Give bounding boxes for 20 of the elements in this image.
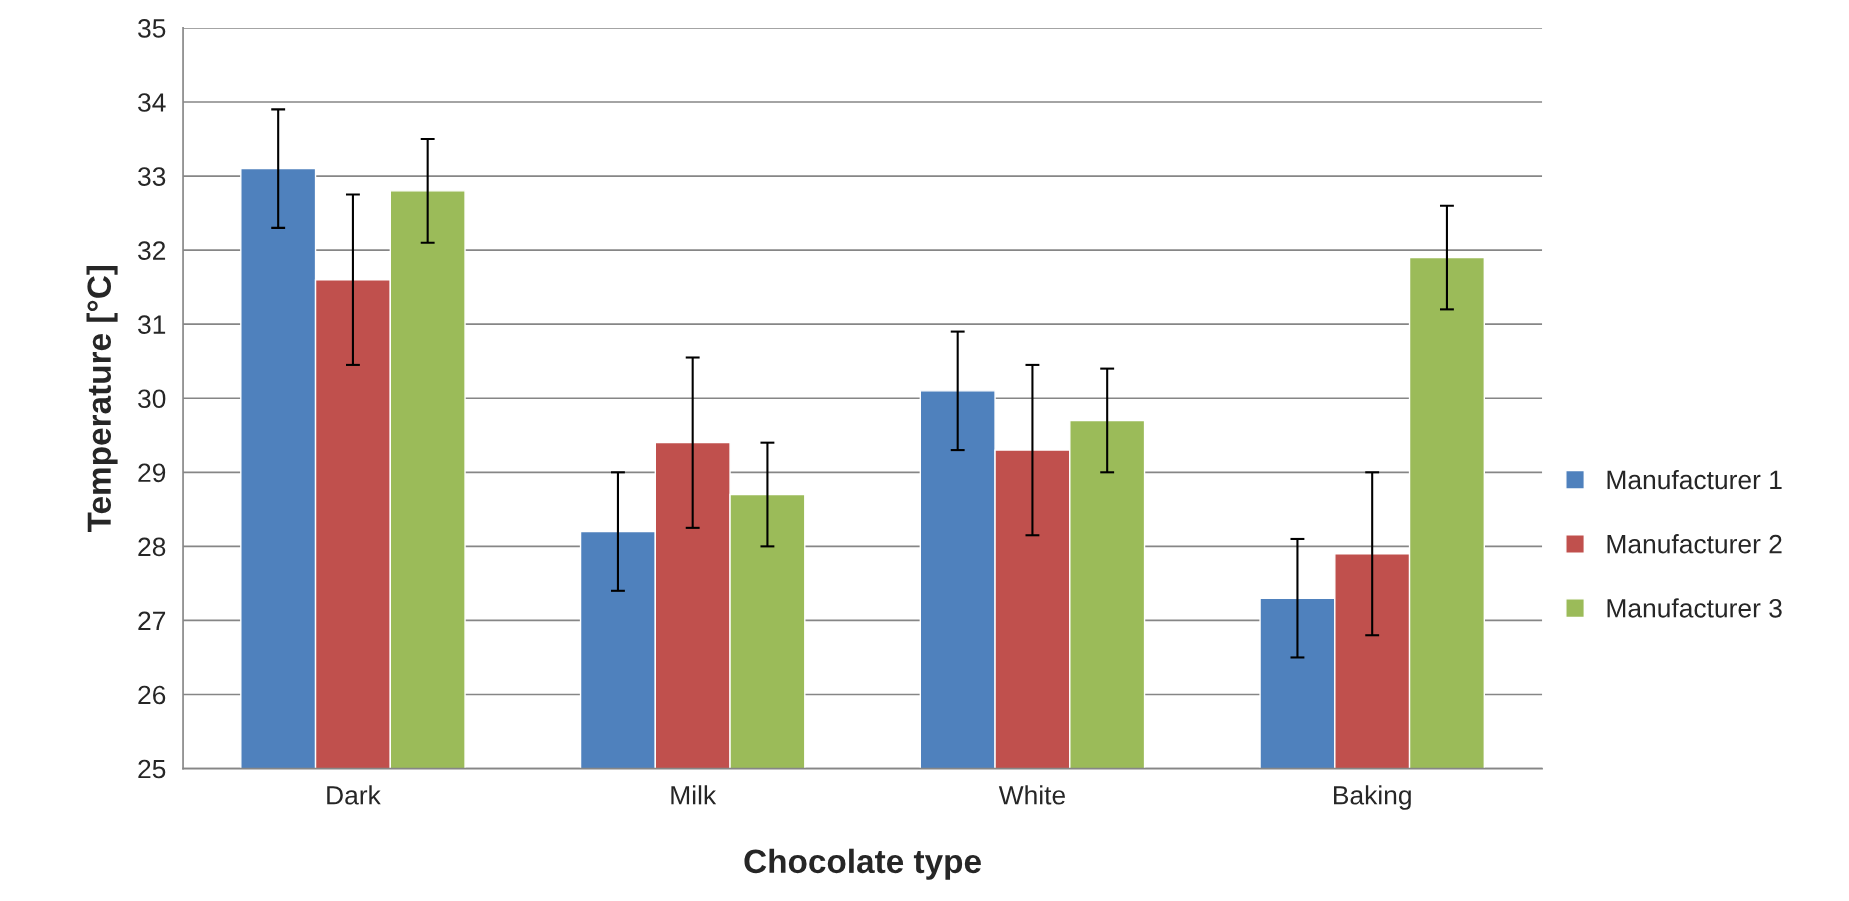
legend-label: Manufacturer 2 <box>1607 534 1782 554</box>
y-tick-label: 34 <box>138 93 166 112</box>
y-tick-label: 30 <box>138 389 166 409</box>
x-tick-label: Dark <box>327 785 381 805</box>
x-tick-label: Milk <box>671 785 717 805</box>
y-tick-label: 26 <box>138 685 166 705</box>
x-tick-label: Baking <box>1334 785 1411 810</box>
legend-label: Manufacturer 1 <box>1607 469 1782 490</box>
y-tick-label: 33 <box>138 167 166 186</box>
y-tick-label: 25 <box>138 759 166 779</box>
y-tick-label: 28 <box>138 537 166 557</box>
x-axis-title: Chocolate type <box>744 848 981 880</box>
y-tick-label: 35 <box>138 19 166 38</box>
y-tick-label: 29 <box>138 463 166 483</box>
legend-label: Manufacturer 3 <box>1607 598 1782 618</box>
y-tick-label: 27 <box>138 611 166 630</box>
y-tick-label: 31 <box>138 315 166 334</box>
y-tick-label: 32 <box>138 241 166 260</box>
x-tick-label: White <box>998 785 1065 805</box>
y-axis-title: Temperature [°C] <box>86 265 118 533</box>
